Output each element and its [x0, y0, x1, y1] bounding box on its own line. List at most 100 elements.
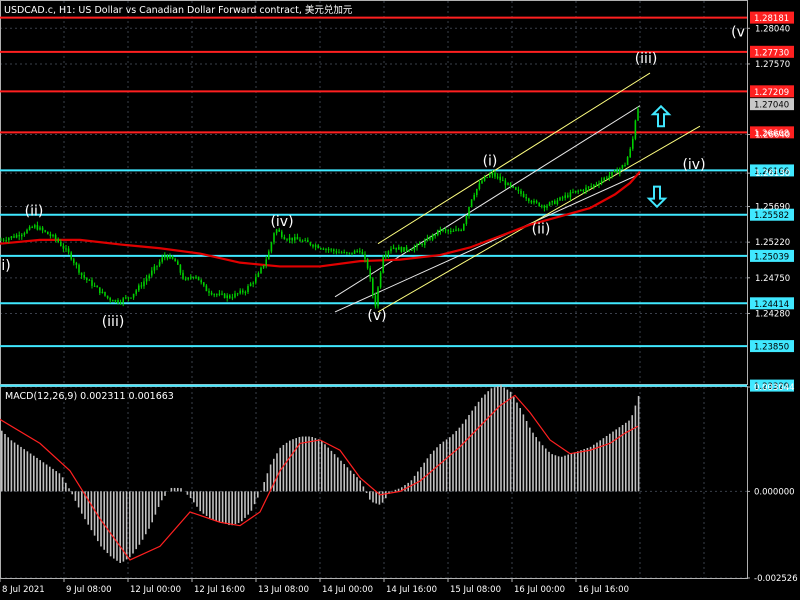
candle-body	[444, 229, 447, 231]
macd-bar	[381, 491, 384, 503]
macd-bar	[282, 445, 285, 492]
support-level-tag	[750, 379, 794, 392]
candle-body	[304, 240, 306, 242]
macd-bar	[109, 491, 112, 557]
price-axis[interactable]: 1.28040 1.27570 1.26640 1.26130 1.25690 1.252…	[747, 24, 790, 319]
candle-body	[494, 172, 496, 177]
macd-bar	[215, 491, 217, 521]
candle-body	[96, 285, 98, 288]
candle-body	[83, 275, 85, 278]
macd-bar	[244, 491, 246, 518]
resistance-level-label: 1.28181	[754, 14, 789, 24]
macd-bar	[452, 434, 454, 492]
candle-body	[184, 278, 187, 280]
candle-body	[533, 200, 535, 203]
candle-body	[125, 297, 127, 299]
candle-body	[265, 259, 267, 266]
candle-body	[192, 277, 195, 279]
candle-body	[114, 299, 117, 302]
candle-body	[2, 239, 5, 241]
macd-bar	[353, 473, 355, 492]
macd-bar	[570, 453, 573, 492]
macd-bar	[346, 467, 349, 492]
macd-bar	[292, 439, 294, 492]
macd-bar	[599, 440, 601, 492]
time-axis-tick-label: 14 Jul 00:00	[322, 585, 373, 595]
macd-bar	[125, 491, 128, 560]
time-axis[interactable]: 8 Jul 2021 9 Jul 08:00 12 Jul 00:00 12 Jul …	[0, 578, 629, 595]
macd-bar	[253, 491, 256, 505]
trend-channels[interactable]	[334, 72, 701, 313]
candle-body	[317, 245, 319, 249]
candle-body	[200, 280, 202, 283]
candle-body	[67, 248, 70, 253]
macd-bar	[586, 447, 589, 492]
macd-bar	[39, 460, 41, 492]
price-candles	[0, 106, 639, 309]
macd-axis-tick-label: 0.000000	[754, 487, 795, 497]
macd-bar	[228, 491, 230, 526]
time-axis-tick-label: 13 Jul 08:00	[258, 585, 309, 595]
macd-bar	[103, 491, 105, 550]
wave-label: (iv)	[270, 214, 293, 230]
macd-bar	[634, 405, 637, 492]
resistance-level-tag	[750, 85, 794, 98]
support-level-label: 1.25582	[754, 211, 789, 221]
wave-labels[interactable]: (ii) i) (iii) (iv) (v) (i) (ii) (iii) (iv) (v	[1, 24, 745, 330]
macd-bar	[554, 455, 557, 492]
channel-line	[334, 173, 641, 313]
candle-body	[361, 252, 364, 255]
candle-body	[28, 226, 31, 230]
time-axis-tick-label: 14 Jul 16:00	[386, 585, 437, 595]
macd-bar	[618, 427, 621, 492]
candle-body	[621, 165, 624, 169]
candle-body	[405, 247, 408, 251]
macd-bar	[93, 491, 96, 536]
candle-body	[465, 216, 468, 224]
candle-body	[629, 148, 631, 158]
macd-bar	[349, 470, 352, 492]
macd-bar	[151, 491, 153, 523]
time-axis-tick-label: 16 Jul 16:00	[578, 585, 629, 595]
candle-body	[468, 206, 470, 217]
macd-bar	[164, 491, 166, 496]
macd-bar	[356, 477, 358, 492]
candle-body	[36, 225, 39, 230]
macd-bar	[343, 464, 345, 492]
candle-body	[509, 183, 512, 186]
candle-body	[145, 278, 148, 282]
candle-body	[476, 188, 478, 196]
candle-body	[218, 293, 221, 295]
candle-body	[325, 249, 327, 251]
macd-bar	[84, 491, 86, 520]
candle-body	[359, 250, 361, 253]
candle-body	[574, 190, 577, 193]
candle-body	[260, 267, 262, 274]
wave-label: (ii)	[25, 203, 44, 219]
resistance-level-label: 1.27209	[754, 88, 789, 98]
candle-body	[634, 120, 637, 139]
candle-body	[408, 250, 410, 252]
candle-body	[411, 249, 413, 251]
macd-bar	[209, 491, 211, 519]
candle-body	[130, 297, 132, 299]
macd-axis[interactable]: 0.003044 0.000000 -0.002526	[747, 383, 798, 584]
candle-body	[314, 245, 317, 247]
candle-body	[520, 190, 522, 194]
macd-bar	[157, 491, 160, 507]
wave-label: (v	[731, 24, 745, 40]
time-axis-tick-label: 16 Jul 00:00	[514, 585, 565, 595]
macd-bar	[221, 491, 224, 523]
current-price-tag	[750, 98, 794, 111]
macd-bar	[295, 438, 297, 492]
candle-body	[377, 287, 379, 307]
candle-body	[153, 266, 156, 271]
signal-arrows[interactable]	[646, 104, 672, 209]
macd-bar	[7, 437, 9, 492]
candle-body	[75, 262, 78, 265]
macd-bar	[289, 440, 291, 492]
horizontal-levels[interactable]: 1.28181 1.27730 1.27209 1.26668 1.26166 1.255…	[0, 11, 794, 392]
candle-body	[21, 234, 23, 237]
candle-body	[548, 202, 551, 206]
